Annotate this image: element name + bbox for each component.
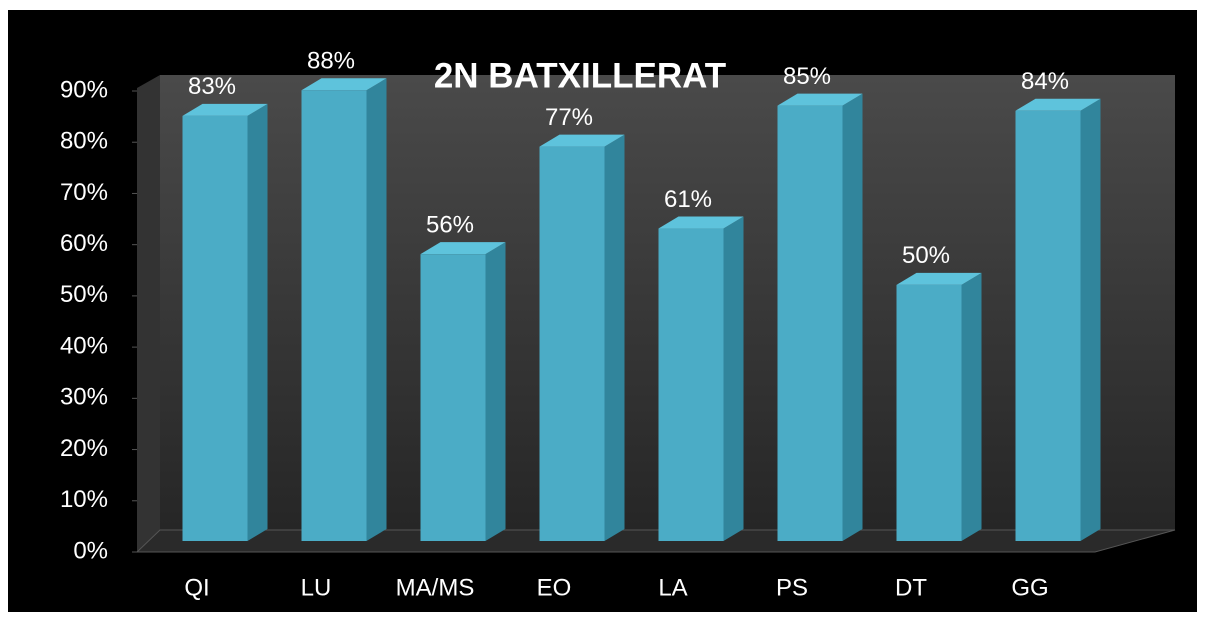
data-label: 83% [188, 73, 236, 100]
data-label: 85% [783, 63, 831, 90]
bar [182, 115, 248, 541]
bar-top [420, 242, 506, 255]
bar-side [723, 216, 744, 542]
side-wall [137, 75, 160, 552]
x-tick-label: PS [776, 574, 808, 601]
bar-side [247, 103, 268, 541]
bar-side [1080, 98, 1101, 541]
x-tick-label: LA [658, 574, 687, 601]
y-tick-label: 80% [60, 128, 108, 155]
bar-top [182, 103, 268, 116]
bar [896, 284, 962, 541]
bar [420, 254, 486, 541]
bar [658, 228, 724, 542]
y-tick-label: 40% [60, 332, 108, 359]
bar [539, 146, 605, 542]
data-label: 50% [902, 242, 950, 269]
y-tick-label: 90% [60, 76, 108, 103]
bar-top [777, 93, 863, 106]
chart-title: 2N BATXILLERAT [434, 56, 726, 95]
bar [1015, 110, 1081, 541]
bar-top [539, 134, 625, 147]
y-tick-label: 10% [60, 486, 108, 513]
x-tick-label: EO [537, 574, 572, 601]
bar-top [658, 216, 744, 229]
x-tick-label: GG [1011, 574, 1048, 601]
data-label: 88% [307, 48, 355, 75]
bar-side [604, 134, 625, 542]
y-tick-label: 50% [60, 281, 108, 308]
data-label: 84% [1021, 68, 1069, 95]
x-tick-label: QI [184, 574, 209, 601]
y-tick-label: 70% [60, 179, 108, 206]
y-tick-label: 30% [60, 384, 108, 411]
y-tick-label: 20% [60, 435, 108, 462]
x-tick-label: LU [301, 574, 332, 601]
y-tick-label: 0% [73, 537, 108, 564]
bar-side [366, 78, 387, 541]
x-tick-label: MA/MS [396, 574, 475, 601]
bar [301, 90, 367, 541]
bar-side [961, 272, 982, 541]
bar [777, 105, 843, 541]
bar-top [1015, 98, 1101, 111]
bar-top [896, 272, 982, 285]
data-label: 56% [426, 211, 474, 238]
bar-side [842, 93, 863, 541]
bar-side [485, 242, 506, 541]
x-tick-label: DT [895, 574, 927, 601]
bar-top [301, 78, 387, 91]
data-label: 77% [545, 104, 593, 131]
y-tick-label: 60% [60, 230, 108, 257]
data-label: 61% [664, 186, 712, 213]
